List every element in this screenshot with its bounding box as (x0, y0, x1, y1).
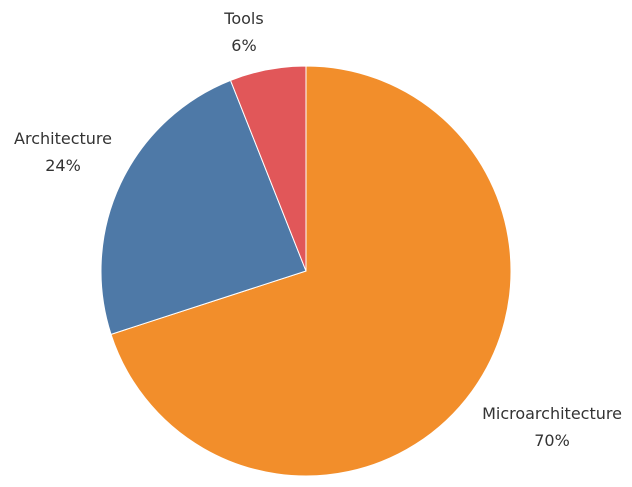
label-microarchitecture: Microarchitecture 70% (482, 404, 622, 450)
slice-label-microarchitecture: Microarchitecture (482, 404, 622, 423)
slice-label-tools: Tools (223, 9, 263, 28)
pie-slice-tools (229, 65, 307, 272)
label-tools: Tools 6% (223, 9, 263, 55)
slice-label-architecture: Architecture (14, 129, 112, 148)
slice-value-microarchitecture: 70% (534, 431, 570, 450)
slice-value-tools: 6% (231, 36, 256, 55)
pie-slices (100, 65, 512, 477)
slice-value-architecture: 24% (45, 156, 81, 175)
label-architecture: Architecture 24% (14, 129, 112, 175)
pie-slice-microarchitecture (110, 65, 512, 477)
pie-slice-architecture (100, 79, 307, 335)
